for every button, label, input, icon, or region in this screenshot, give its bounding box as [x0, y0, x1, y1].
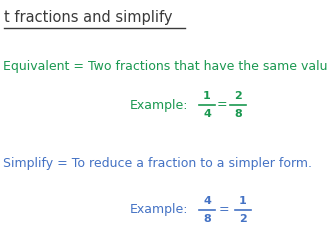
Text: 1: 1 — [239, 196, 247, 206]
Text: Equivalent = Two fractions that have the same valu: Equivalent = Two fractions that have the… — [3, 60, 328, 73]
Text: =: = — [219, 204, 229, 216]
Text: 8: 8 — [203, 214, 211, 224]
Text: 8: 8 — [234, 109, 242, 119]
Text: Simplify = To reduce a fraction to a simpler form.: Simplify = To reduce a fraction to a sim… — [3, 157, 312, 170]
Text: 4: 4 — [203, 196, 211, 206]
Text: 1: 1 — [203, 91, 211, 101]
Text: 2: 2 — [234, 91, 242, 101]
Text: Example:: Example: — [130, 99, 188, 111]
Text: =: = — [217, 99, 227, 111]
Text: Example:: Example: — [130, 204, 188, 216]
Text: 4: 4 — [203, 109, 211, 119]
Text: t fractions and simplify: t fractions and simplify — [4, 10, 172, 25]
Text: 2: 2 — [239, 214, 247, 224]
